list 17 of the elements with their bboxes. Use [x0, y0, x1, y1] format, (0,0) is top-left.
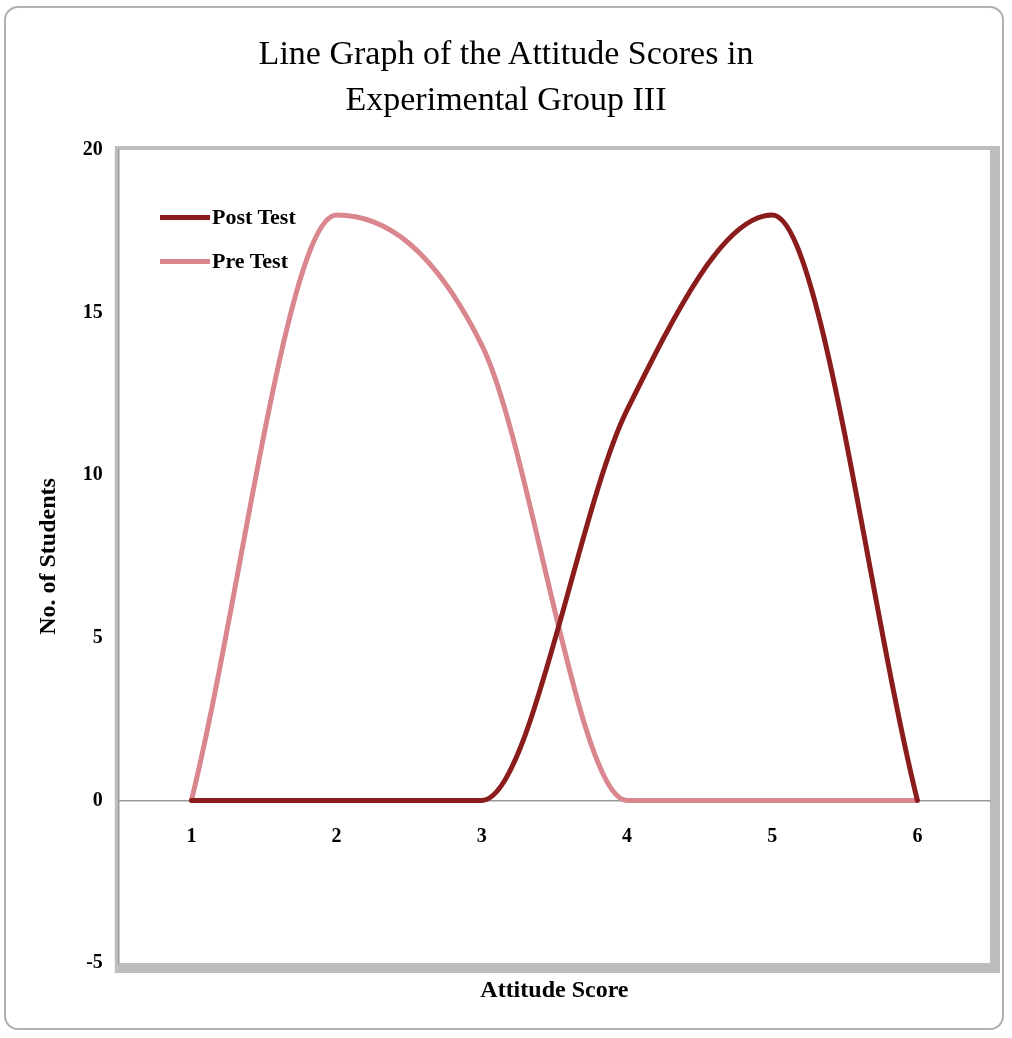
- x-tick-label: 6: [912, 823, 923, 846]
- legend-label: Pre Test: [212, 248, 288, 274]
- y-tick-label: 20: [82, 137, 103, 160]
- x-axis-title: Attitude Score: [480, 976, 629, 1003]
- y-tick-label: 0: [92, 787, 103, 810]
- y-axis-title: No. of Students: [33, 478, 60, 635]
- chart-title: Line Graph of the Attitude Scores in Experimental Group III: [257, 33, 755, 119]
- x-tick-label: 2: [331, 823, 342, 846]
- x-tick-label: 4: [622, 823, 632, 846]
- x-tick-label: 1: [186, 823, 197, 846]
- y-tick-label: 10: [82, 462, 103, 485]
- x-tick-label: 5: [767, 823, 778, 846]
- y-tick-label: 15: [82, 299, 103, 322]
- legend-label: Post Test: [212, 204, 296, 230]
- y-tick-label: -5: [86, 950, 103, 973]
- x-tick-label: 3: [476, 823, 487, 846]
- y-tick-label: 5: [92, 624, 103, 647]
